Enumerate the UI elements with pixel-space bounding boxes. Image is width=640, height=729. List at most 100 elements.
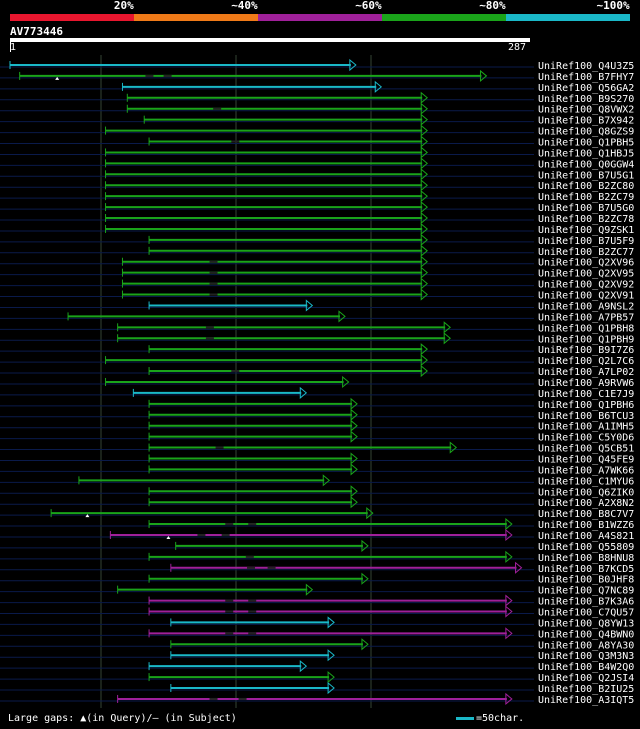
hit-label: UniRef100_Q8GZS9 xyxy=(538,127,634,138)
hit-label: UniRef100_B8HNU8 xyxy=(538,553,634,564)
hit-label: UniRef100_B2ZC77 xyxy=(538,247,634,258)
hit-arrow xyxy=(420,222,428,236)
hit-arrow xyxy=(443,321,451,334)
hit-arrow xyxy=(420,190,428,203)
scale-legend: =50char. xyxy=(456,713,524,724)
hit-row: UniRef100_B2ZC79 xyxy=(105,190,634,203)
hit-label: UniRef100_A7PB57 xyxy=(538,312,634,323)
hit-label: UniRef100_B2ZC79 xyxy=(538,192,634,203)
hit-row: UniRef100_C5Y0D6 xyxy=(148,430,634,444)
hit-label: UniRef100_Q45FE9 xyxy=(538,454,634,465)
hit-arrow xyxy=(327,649,335,662)
hit-arrow xyxy=(327,681,335,695)
hit-label: UniRef100_Q4BWN0 xyxy=(538,629,634,640)
hit-arrow xyxy=(420,354,428,367)
hit-label: UniRef100_Q2XV96 xyxy=(538,258,634,269)
hit-arrow xyxy=(420,179,428,192)
hit-row: UniRef100_Q1PBH6 xyxy=(148,397,634,411)
query-gap-marker xyxy=(55,76,60,80)
hit-arrow xyxy=(420,135,428,148)
hit-row: UniRef100_B4W2Q0 xyxy=(148,660,634,673)
hit-label: UniRef100_Q55809 xyxy=(538,542,634,553)
hit-arrow xyxy=(420,277,428,290)
hit-label: UniRef100_C5Y0D6 xyxy=(538,433,634,444)
hit-row: UniRef100_B7U5G1 xyxy=(105,168,634,181)
hit-row: UniRef100_Q2JSI4 xyxy=(148,671,634,684)
scale-segment xyxy=(506,14,630,21)
hit-label: UniRef100_B6TCU3 xyxy=(538,411,634,422)
hit-arrow xyxy=(505,528,513,542)
hit-label: UniRef100_Q2L7C6 xyxy=(538,356,634,367)
hit-arrow xyxy=(327,671,335,684)
hit-arrow xyxy=(420,157,428,170)
hit-row: UniRef100_Q4U3Z5 xyxy=(9,58,634,72)
hit-row: UniRef100_Q2XV92 xyxy=(121,277,634,291)
hit-row: UniRef100_Q56GA2 xyxy=(121,80,634,94)
hit-arrow xyxy=(338,310,346,323)
hit-arrow xyxy=(350,419,358,432)
hit-arrow xyxy=(361,638,369,651)
hit-label: UniRef100_B7KCD5 xyxy=(538,564,634,575)
hit-label: UniRef100_A1IMH5 xyxy=(538,422,634,433)
hit-arrow xyxy=(505,605,513,618)
hit-row: UniRef100_Q8YW13 xyxy=(170,616,634,629)
hit-row: UniRef100_B9I7Z6 xyxy=(148,343,634,356)
hit-label: UniRef100_B8C7V7 xyxy=(538,509,634,520)
hit-label: UniRef100_Q5CB51 xyxy=(538,444,634,455)
hit-row: UniRef100_Q2XV96 xyxy=(121,255,634,269)
hit-arrow xyxy=(420,288,428,301)
hit-row: UniRef100_A7PB57 xyxy=(67,310,634,323)
hit-label: UniRef100_Q6ZIK0 xyxy=(538,487,634,498)
hit-label: UniRef100_Q7NC89 xyxy=(538,586,634,597)
scale-label: 20% xyxy=(113,0,134,12)
hit-row: UniRef100_B7U5G0 xyxy=(105,201,634,214)
scale-label: ~40% xyxy=(231,0,258,12)
hit-row: UniRef100_B7KCD5 xyxy=(170,561,634,575)
hit-arrow xyxy=(420,113,428,126)
hit-label: UniRef100_Q8VWX2 xyxy=(538,105,634,116)
scale-segment xyxy=(10,14,134,21)
hit-label: UniRef100_Q0GGW4 xyxy=(538,159,634,170)
hit-row: UniRef100_B2IU25 xyxy=(170,681,634,695)
hit-row: UniRef100_Q45FE9 xyxy=(148,452,634,465)
hit-row: UniRef100_Q2XV95 xyxy=(121,266,634,280)
hit-label: UniRef100_B2IU25 xyxy=(538,684,634,695)
hit-label: UniRef100_A9NSL2 xyxy=(538,301,634,312)
hit-arrow xyxy=(350,496,358,509)
hit-label: UniRef100_C1MYU6 xyxy=(538,476,634,487)
hit-label: UniRef100_Q2XV91 xyxy=(538,291,634,302)
hit-label: UniRef100_B4W2Q0 xyxy=(538,662,634,673)
hit-arrow xyxy=(350,452,358,465)
gaps-legend: Large gaps: ▲(in Query)/– (in Subject) xyxy=(8,713,237,724)
hit-label: UniRef100_B0JHF8 xyxy=(538,575,634,586)
hit-arrow xyxy=(505,550,513,563)
hit-arrow xyxy=(322,474,331,487)
hit-arrow xyxy=(342,375,350,389)
hit-row: UniRef100_C7QU57 xyxy=(148,605,634,619)
hit-label: UniRef100_A4S821 xyxy=(538,531,634,542)
hit-arrow xyxy=(420,201,428,214)
hit-row: UniRef100_B7X942 xyxy=(143,113,634,127)
hit-arrow xyxy=(366,507,374,520)
hit-arrow xyxy=(349,58,357,72)
hit-label: UniRef100_A2X8N2 xyxy=(538,498,634,509)
hit-label: UniRef100_Q2XV92 xyxy=(538,280,634,291)
hit-label: UniRef100_B7FHY7 xyxy=(538,72,634,83)
query-name: AV773446 xyxy=(10,25,63,38)
hit-arrow xyxy=(350,408,358,421)
hit-arrow xyxy=(505,517,513,531)
query-start-label: 1 xyxy=(10,42,17,53)
hit-label: UniRef100_Q1PBH5 xyxy=(538,138,634,149)
hit-label: UniRef100_C7QU57 xyxy=(538,608,634,619)
hit-arrow xyxy=(420,91,428,104)
scale-label: ~100% xyxy=(596,0,630,12)
hit-row: UniRef100_B8HNU8 xyxy=(148,550,634,564)
hit-arrow xyxy=(420,146,428,159)
hit-arrow xyxy=(350,397,358,410)
hit-row: UniRef100_Q0GGW4 xyxy=(105,157,634,170)
hit-row: UniRef100_Q3M3N3 xyxy=(170,649,634,662)
hit-arrow xyxy=(305,583,314,596)
hit-arrow xyxy=(350,430,358,443)
hit-label: UniRef100_Q9ZSK1 xyxy=(538,225,634,236)
